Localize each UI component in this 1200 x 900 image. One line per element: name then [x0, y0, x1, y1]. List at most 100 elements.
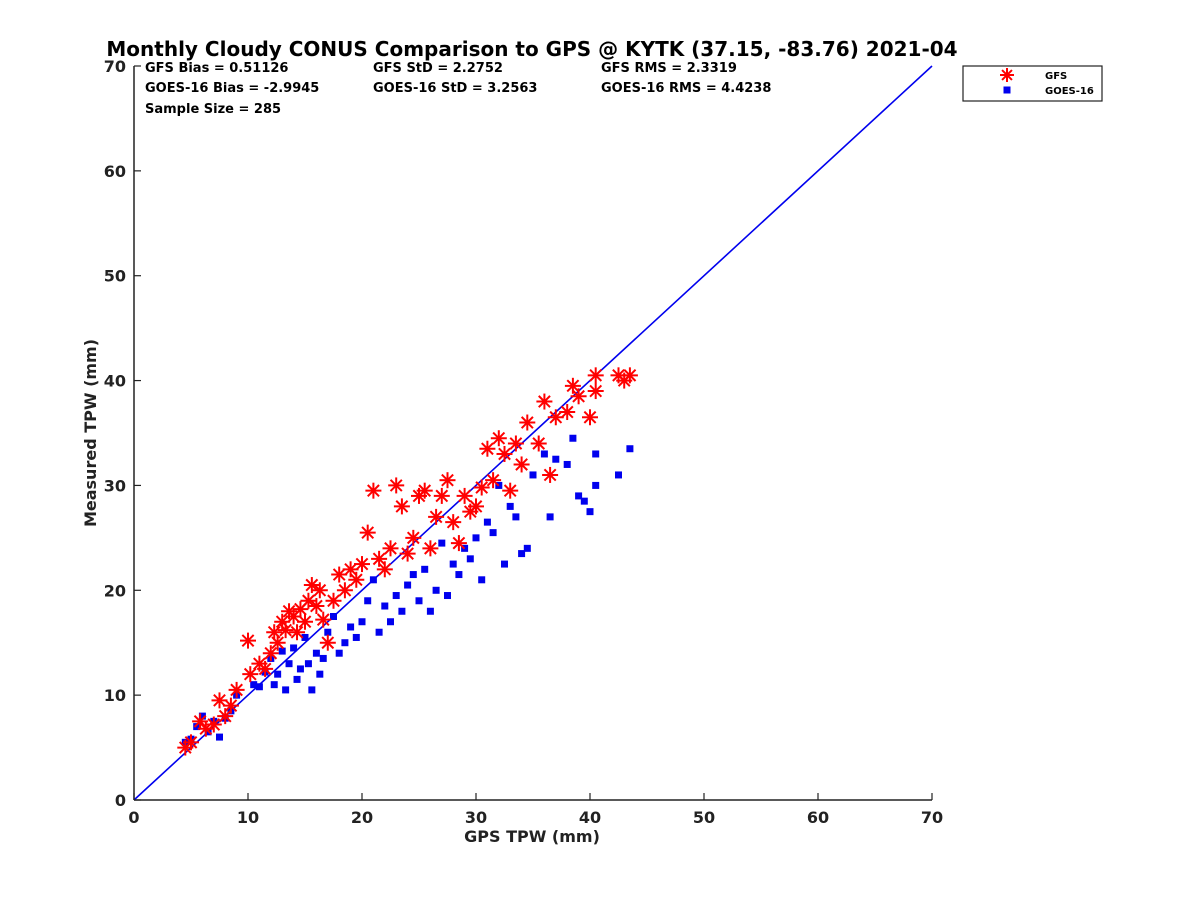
goes16-point: [375, 628, 383, 636]
goes16-point: [409, 571, 417, 579]
x-tick-label: 30: [465, 808, 487, 827]
goes-std-text: GOES-16 StD = 3.2563: [373, 81, 537, 96]
goes16-point: [398, 607, 406, 615]
gfs-point: [222, 697, 239, 714]
legend-goes-label: GOES-16: [1045, 86, 1094, 97]
goes16-point: [529, 471, 537, 479]
legend-gfs-marker: [1000, 68, 1014, 82]
gfs-point: [507, 435, 524, 452]
gfs-point: [399, 545, 416, 562]
gfs-point: [262, 645, 279, 662]
gfs-point: [450, 535, 467, 552]
goes16-point: [472, 534, 480, 542]
gfs-point: [388, 477, 405, 494]
gfs-rms-text: GFS RMS = 2.3319: [601, 61, 737, 76]
gfs-point: [289, 624, 306, 641]
gfs-point: [183, 734, 199, 751]
gfs-point: [348, 571, 365, 588]
gfs-point: [582, 409, 598, 426]
y-tick-label: 60: [104, 162, 126, 181]
goes16-point: [312, 649, 320, 657]
gfs-point: [416, 482, 433, 499]
gfs-point: [542, 466, 559, 483]
goes16-point: [592, 481, 600, 489]
x-axis-label: GPS TPW (mm): [464, 827, 600, 846]
gfs-point: [205, 716, 222, 733]
gfs-point: [359, 524, 376, 541]
goes16-point: [546, 513, 554, 521]
gfs-point: [242, 666, 259, 683]
goes16-point: [347, 623, 355, 631]
goes16-point: [586, 508, 594, 516]
gfs-point: [570, 388, 587, 405]
gfs-point: [513, 456, 530, 473]
gfs-point: [496, 445, 513, 462]
goes16-point: [404, 581, 412, 589]
goes16-point: [308, 686, 316, 694]
reference-line-layer: [133, 65, 933, 801]
goes16-point: [341, 639, 349, 647]
goes16-point: [483, 518, 491, 526]
goes16-point: [626, 445, 634, 453]
gfs-point: [439, 472, 456, 489]
goes16-point: [444, 592, 451, 600]
gfs-point: [485, 472, 502, 489]
goes16-point: [615, 471, 622, 479]
x-tick-label: 0: [128, 808, 139, 827]
goes16-point: [523, 544, 531, 552]
goes16-point: [489, 529, 497, 537]
ticks-layer: 0 10 20 30 40 50 60 70 0 10 20 30 40 50 60 70: [104, 57, 943, 827]
gfs-point: [530, 435, 547, 452]
gfs-std-text: GFS StD = 2.2752: [373, 61, 503, 76]
goes16-point: [540, 450, 548, 458]
x-tick-label: 50: [693, 808, 715, 827]
goes16-point: [592, 450, 600, 458]
goes16-point: [438, 539, 446, 547]
goes16-point: [290, 644, 298, 652]
goes16-point: [216, 733, 223, 741]
goes16-point: [270, 681, 278, 689]
goes16-point: [575, 492, 583, 500]
gfs-point: [311, 582, 328, 599]
goes16-point: [387, 618, 394, 626]
goes16-point: [421, 565, 429, 573]
gfs-point: [277, 622, 294, 639]
gfs-point: [473, 479, 490, 496]
gfs-point: [445, 514, 462, 531]
goes16-point: [324, 628, 332, 636]
goes16-point: [278, 647, 286, 655]
gfs-point: [502, 482, 519, 499]
goes16-point: [518, 550, 526, 558]
goes16-point: [392, 592, 400, 600]
gfs-point: [269, 634, 286, 651]
x-tick-label: 10: [237, 808, 259, 827]
gfs-point: [319, 634, 336, 651]
one-to-one-line: [133, 65, 933, 801]
goes16-point: [432, 586, 440, 594]
goes16-point: [255, 683, 263, 691]
gfs-point: [405, 529, 422, 546]
y-tick-label: 70: [104, 57, 126, 76]
y-tick-label: 50: [104, 267, 126, 286]
goes16-point: [415, 597, 423, 605]
gfs-point: [393, 498, 410, 515]
goes16-point: [193, 723, 201, 731]
goes16-point: [580, 497, 588, 505]
legend: GFS GOES-16: [962, 65, 1103, 102]
gfs-point: [266, 624, 283, 641]
y-tick-label: 10: [104, 686, 126, 705]
goes16-point: [512, 513, 520, 521]
goes16-point: [285, 660, 293, 668]
goes16-point: [552, 455, 560, 463]
y-tick-label: 30: [104, 476, 126, 495]
legend-box: [962, 65, 1103, 102]
goes16-point: [296, 665, 304, 673]
gfs-point: [564, 377, 581, 394]
legend-goes-square: [1003, 86, 1011, 94]
gfs-point: [433, 487, 450, 504]
goes16-point: [335, 649, 343, 657]
gfs-point: [490, 430, 507, 447]
goes16-point: [369, 576, 377, 584]
gfs-point: [422, 540, 439, 557]
gfs-point: [428, 508, 445, 525]
